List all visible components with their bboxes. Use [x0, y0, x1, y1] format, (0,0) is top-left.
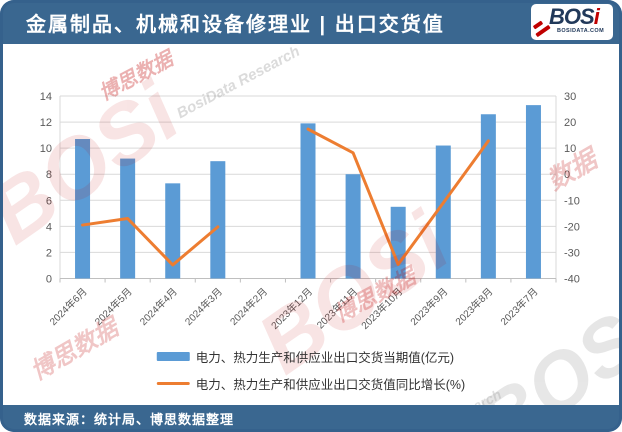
- legend-label: 电力、热力生产和供应业出口交货值同比增长(%): [195, 378, 466, 392]
- y-axis-left-tick-label: 0: [46, 274, 52, 286]
- header-bar: 金属制品、机械和设备修理业 | 出口交货值: [0, 0, 622, 44]
- chart-legend: 电力、热力生产和供应业出口交货当期值(亿元) 电力、热力生产和供应业出口交货值同比…: [156, 347, 466, 393]
- data-source-text: 数据来源：统计局、博思数据整理: [24, 412, 235, 427]
- y-axis-right-tick-label: -40: [564, 274, 580, 286]
- bar-2023年12月: [300, 123, 316, 279]
- y-axis-left-tick-label: 6: [46, 195, 52, 207]
- logo-main: BOS: [549, 4, 595, 29]
- x-axis-label: 2024年5月: [92, 285, 135, 328]
- bar-2023年11月: [345, 174, 361, 279]
- y-axis-right-tick-label: -20: [564, 221, 580, 233]
- bar-2023年8月: [480, 114, 496, 279]
- bosi-logo-text: BOSi: [549, 4, 600, 29]
- x-axis-label: 2023年10月: [358, 285, 405, 332]
- y-axis-left-tick-label: 8: [46, 169, 52, 181]
- x-axis-label: 2023年9月: [407, 285, 450, 328]
- x-axis-label: 2023年12月: [268, 285, 315, 332]
- bar-2023年9月: [435, 145, 451, 279]
- y-axis-left-tick-label: 2: [46, 247, 52, 259]
- bar-2024年6月: [75, 139, 91, 279]
- legend-line-swatch-icon: [156, 382, 190, 385]
- y-axis-right-tick-label: -30: [564, 247, 580, 259]
- x-axis-label: 2024年4月: [137, 285, 180, 328]
- legend-label: 电力、热力生产和供应业出口交货当期值(亿元): [195, 351, 455, 365]
- y-axis-left-tick-label: 12: [40, 117, 52, 129]
- logo-accent: i: [593, 4, 600, 29]
- yoy-growth-line: [81, 217, 220, 267]
- bar-2023年7月: [525, 105, 541, 279]
- y-axis-left-tick-label: 14: [40, 91, 52, 103]
- bar-2024年4月: [165, 183, 181, 279]
- y-axis-right-tick-label: -10: [564, 195, 580, 207]
- page-title: 金属制品、机械和设备修理业 | 出口交货值: [26, 13, 445, 36]
- bosi-logo: BOSi BOSIDATA.COM: [531, 4, 613, 40]
- y-axis-right-tick-label: 20: [564, 117, 576, 129]
- y-axis-right-tick-label: 10: [564, 143, 576, 155]
- x-axis-label: 2023年8月: [452, 285, 495, 328]
- bar-2023年10月: [390, 206, 406, 279]
- yoy-growth-line: [306, 127, 490, 266]
- footer-bar: 数据来源：统计局、博思数据整理: [0, 405, 622, 432]
- x-axis-label: 2024年6月: [47, 285, 90, 328]
- legend-item-bar: 电力、热力生产和供应业出口交货当期值(亿元): [156, 347, 455, 366]
- x-axis-label: 2024年2月: [227, 285, 270, 328]
- x-axis-label: 2024年3月: [182, 285, 225, 328]
- legend-bar-swatch-icon: [156, 352, 190, 361]
- x-axis-label: 2023年11月: [314, 285, 360, 331]
- legend-item-line: 电力、热力生产和供应业出口交货值同比增长(%): [156, 374, 466, 393]
- bar-2024年3月: [210, 161, 226, 279]
- x-axis-label: 2023年7月: [498, 285, 541, 328]
- y-axis-right-tick-label: 30: [564, 91, 576, 103]
- y-axis-left-tick-label: 4: [46, 221, 52, 233]
- logo-domain-text: BOSIDATA.COM: [557, 28, 605, 34]
- y-axis-left-tick-label: 10: [40, 143, 52, 155]
- y-axis-right-tick-label: 0: [564, 169, 570, 181]
